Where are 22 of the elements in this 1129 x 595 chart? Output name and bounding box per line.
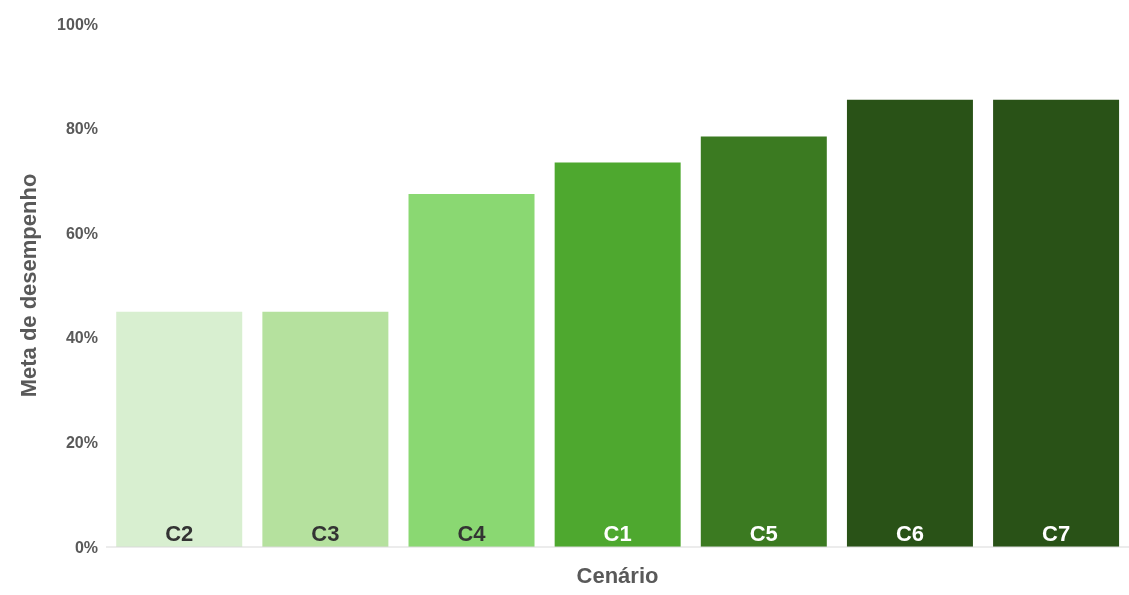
x-tick-label: C7 <box>1042 521 1071 546</box>
x-axis-title: Cenário <box>576 563 659 588</box>
y-tick-label: 0% <box>74 538 98 556</box>
y-tick-label: 40% <box>65 329 98 347</box>
x-tick-label: C5 <box>749 521 778 546</box>
y-tick-label: 100% <box>57 15 98 33</box>
bar <box>554 162 681 547</box>
bar <box>262 311 389 547</box>
bar <box>408 193 535 547</box>
bar <box>700 136 827 547</box>
y-tick-label: 60% <box>65 224 98 242</box>
y-tick-label: 80% <box>65 120 98 138</box>
x-tick-label: C1 <box>603 521 632 546</box>
y-axis-title: Meta de desempenho <box>15 173 41 398</box>
bar <box>116 311 243 547</box>
x-tick-label: C4 <box>457 521 487 546</box>
x-tick-label: C6 <box>895 521 925 546</box>
bar <box>993 99 1120 547</box>
bar <box>846 99 973 547</box>
x-tick-label: C2 <box>165 521 194 546</box>
y-tick-label: 20% <box>65 434 98 452</box>
x-tick-label: C3 <box>311 521 340 546</box>
